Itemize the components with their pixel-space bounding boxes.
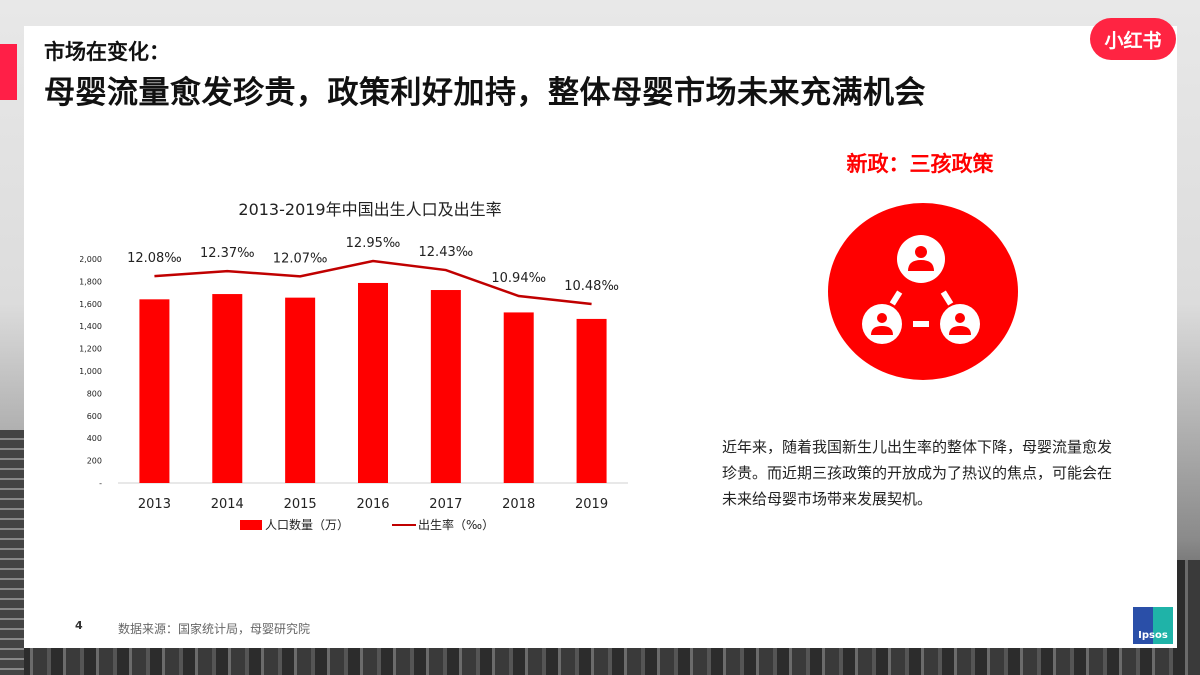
y-tick: 2,000 <box>80 255 102 264</box>
x-tick: 2014 <box>211 497 244 512</box>
policy-description: 近年来，随着我国新生儿出生率的整体下降，母婴流量愈发珍贵。而近期三孩政策的开放成… <box>722 438 1113 508</box>
y-tick: 200 <box>87 457 102 466</box>
y-tick: 1,600 <box>80 300 102 309</box>
y-tick: 400 <box>87 434 102 443</box>
y-tick: 1,000 <box>80 367 102 376</box>
rate-label: 12.07‰ <box>273 251 328 266</box>
svg-text:人口数量（万）: 人口数量（万） <box>265 517 349 532</box>
rate-label: 10.48‰ <box>564 279 619 294</box>
accent-bar <box>0 44 17 100</box>
slide-title: 母婴流量愈发珍贵，政策利好加持，整体母婴市场未来充满机会 <box>44 75 926 111</box>
ipsos-logo: Ipsos <box>1133 607 1173 644</box>
y-tick: 1,800 <box>80 277 102 286</box>
rate-label: 12.43‰ <box>419 245 474 260</box>
family-network-icon <box>828 203 1018 380</box>
chart-canvas: - 200 400 600 800 1,000 1,200 1,400 1,600 1,800 2,… <box>79 236 628 532</box>
bar <box>576 318 607 483</box>
svg-text:出生率（‰）: 出生率（‰） <box>418 517 494 532</box>
rate-label: 10.94‰ <box>491 271 546 286</box>
page-number: 4 <box>75 619 83 632</box>
rate-label: 12.95‰ <box>346 236 401 251</box>
background-building <box>0 430 24 675</box>
bar <box>358 282 388 483</box>
x-tick: 2017 <box>429 497 462 512</box>
bar <box>285 297 316 483</box>
x-tick: 2019 <box>575 497 608 512</box>
y-tick: 600 <box>87 412 102 421</box>
bar <box>503 312 534 483</box>
bar <box>139 299 170 483</box>
birth-chart: - 200 400 600 800 1,000 1,200 1,400 1,600 1,800 2,… <box>79 230 640 550</box>
bar <box>430 290 461 483</box>
y-tick: 1,400 <box>80 322 102 331</box>
bar <box>212 294 243 483</box>
rate-label: 12.08‰ <box>127 251 182 266</box>
rate-label: 12.37‰ <box>200 246 255 261</box>
x-tick: 2018 <box>502 497 535 512</box>
chart-title: 2013-2019年中国出生人口及出生率 <box>238 200 502 219</box>
slide-subtitle: 市场在变化： <box>44 40 170 64</box>
policy-title: 新政：三孩政策 <box>846 152 994 176</box>
xiaohongshu-logo: 小红书 <box>1090 18 1176 60</box>
y-tick: 1,200 <box>80 345 102 354</box>
y-tick: 800 <box>87 389 102 398</box>
x-tick: 2015 <box>284 497 317 512</box>
y-tick: - <box>99 479 102 488</box>
data-source: 数据来源：国家统计局，母婴研究院 <box>118 622 311 636</box>
x-tick: 2013 <box>138 497 171 512</box>
x-tick: 2016 <box>356 497 389 512</box>
